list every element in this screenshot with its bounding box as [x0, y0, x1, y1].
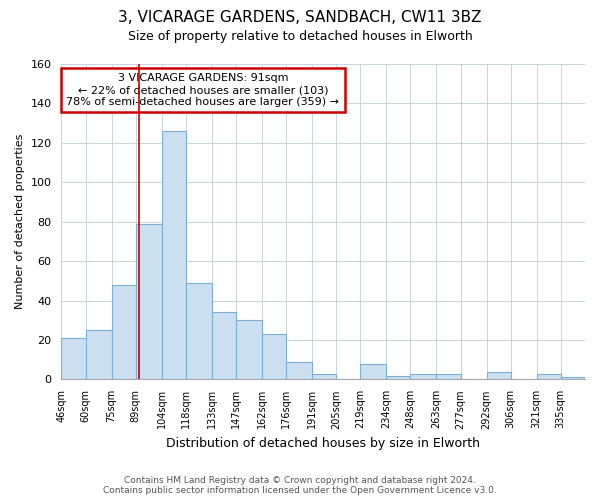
Bar: [361, 364, 386, 380]
Bar: [286, 362, 312, 380]
Bar: [136, 224, 161, 380]
Bar: [386, 376, 410, 380]
Bar: [86, 330, 112, 380]
Bar: [212, 312, 236, 380]
Bar: [186, 283, 212, 380]
Bar: [436, 374, 461, 380]
Text: 3, VICARAGE GARDENS, SANDBACH, CW11 3BZ: 3, VICARAGE GARDENS, SANDBACH, CW11 3BZ: [118, 10, 482, 25]
Bar: [112, 285, 136, 380]
Bar: [312, 374, 336, 380]
Bar: [61, 338, 86, 380]
Bar: [561, 378, 585, 380]
Bar: [161, 131, 186, 380]
Y-axis label: Number of detached properties: Number of detached properties: [15, 134, 25, 310]
Bar: [262, 334, 286, 380]
Text: Contains HM Land Registry data © Crown copyright and database right 2024.
Contai: Contains HM Land Registry data © Crown c…: [103, 476, 497, 495]
Bar: [487, 372, 511, 380]
Bar: [236, 320, 262, 380]
Text: Size of property relative to detached houses in Elworth: Size of property relative to detached ho…: [128, 30, 472, 43]
Text: 3 VICARAGE GARDENS: 91sqm
← 22% of detached houses are smaller (103)
78% of semi: 3 VICARAGE GARDENS: 91sqm ← 22% of detac…: [66, 74, 339, 106]
Bar: [536, 374, 561, 380]
Bar: [410, 374, 436, 380]
X-axis label: Distribution of detached houses by size in Elworth: Distribution of detached houses by size …: [166, 437, 480, 450]
